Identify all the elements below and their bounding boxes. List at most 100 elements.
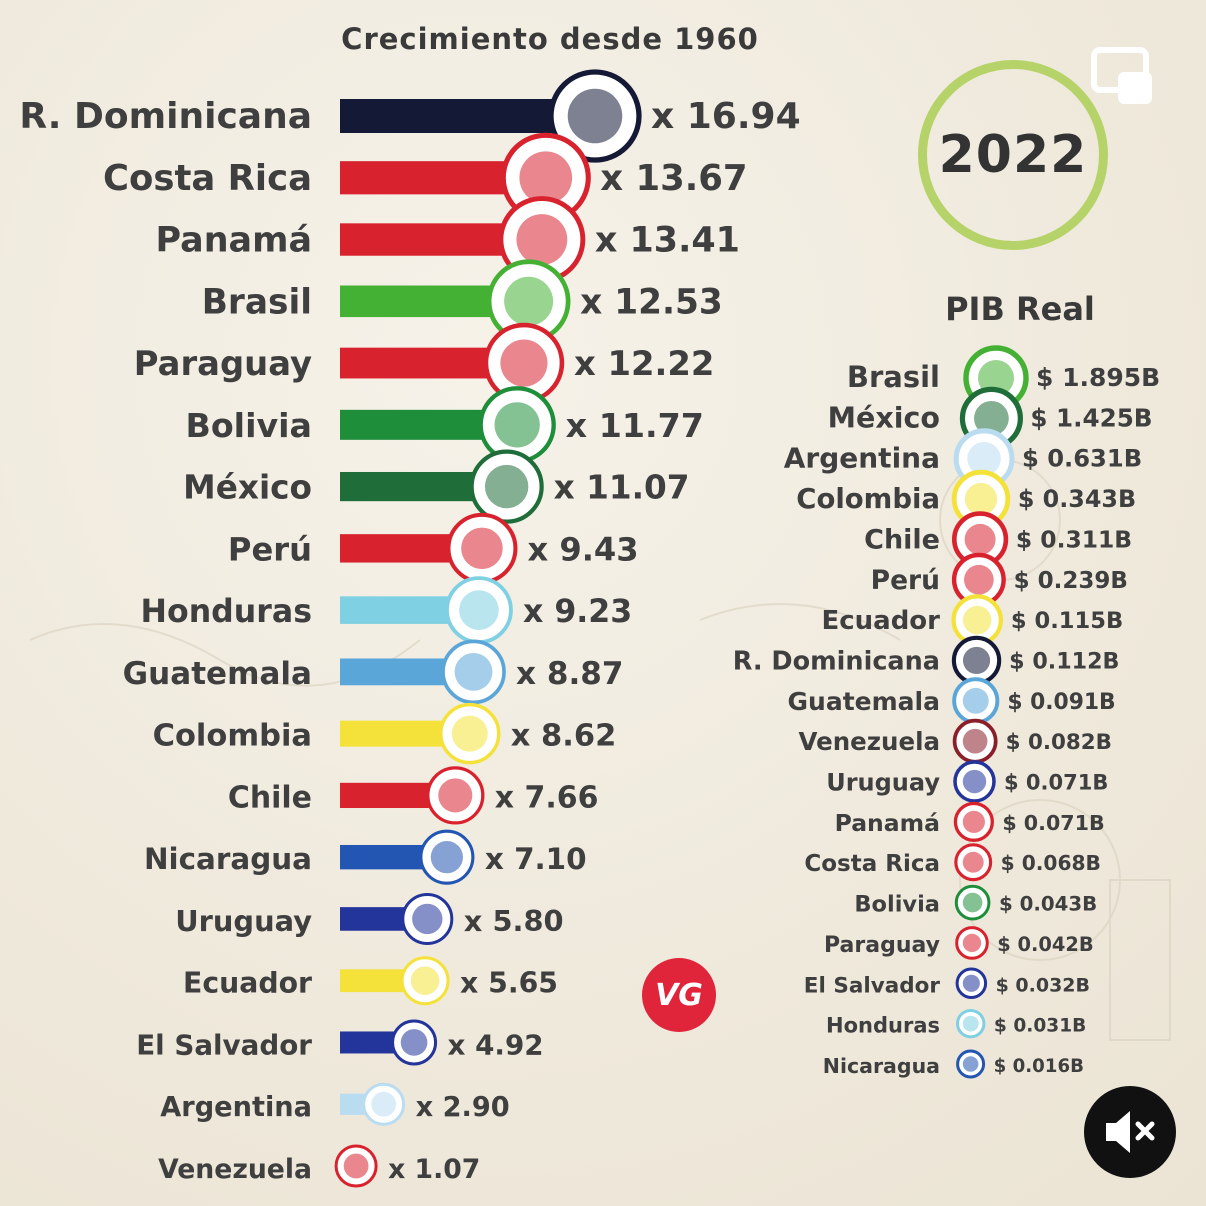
value-label-ecuador: x 5.65 [460,967,558,1000]
year-ring: 2022 [918,60,1108,250]
country-label-guatemala: Guatemala [123,656,312,692]
value-label-venezuela: x 1.07 [388,1154,480,1185]
country-label-argentina: Argentina [160,1092,312,1123]
country-label-r-dominicana: R. Dominicana [19,96,312,137]
value-label-honduras: x 9.23 [523,594,632,630]
country-label-costa-rica: Costa Rica [103,158,312,199]
pib-country-label-chile: Chile [864,524,940,555]
pib-country-label-panama: Panamá [835,809,940,837]
flag-fill-peru [461,527,503,570]
country-label-ecuador: Ecuador [183,967,312,1000]
pib-value-label-ecuador: $ 0.115B [1011,608,1123,634]
country-label-venezuela: Venezuela [158,1154,312,1185]
pib-value-label-chile: $ 0.311B [1016,525,1132,553]
pib-country-label-peru: Perú [871,565,940,596]
value-label-colombia: x 8.62 [511,719,617,754]
pib-country-label-argentina: Argentina [784,442,940,475]
pib-value-label-colombia: $ 0.343B [1018,485,1136,513]
country-label-el-salvador: El Salvador [136,1028,312,1061]
country-label-uruguay: Uruguay [175,904,312,938]
pib-country-label-uruguay: Uruguay [826,769,940,797]
pib-country-label-paraguay: Paraguay [824,933,940,958]
pib-value-label-brasil: $ 1.895B [1036,363,1160,392]
value-label-costa-rica: x 13.67 [600,158,747,199]
value-label-panama: x 13.41 [595,221,740,261]
pib-flag-fill-brasil [978,360,1014,396]
flag-fill-uruguay [412,903,443,935]
pib-value-label-venezuela: $ 0.082B [1006,730,1112,755]
pib-flag-fill-mexico [974,400,1009,436]
pib-flag-fill-argentina [967,441,1001,476]
pib-value-label-r-dominicana: $ 0.112B [1009,648,1119,674]
value-label-paraguay: x 12.22 [574,344,714,383]
value-label-chile: x 7.66 [495,780,599,815]
pib-country-label-brasil: Brasil [847,360,940,394]
country-label-honduras: Honduras [141,594,312,630]
picture-in-picture-icon[interactable] [1090,46,1156,108]
pib-value-label-panama: $ 0.071B [1002,811,1104,835]
pib-title: PIB Real [945,290,1095,328]
flag-fill-mexico [484,464,529,509]
pib-country-label-costa-rica: Costa Rica [804,851,940,877]
year-label: 2022 [938,125,1088,185]
flag-fill-honduras [459,590,499,630]
pib-flag-fill-el-salvador [962,974,980,992]
flag-fill-guatemala [454,652,493,691]
value-label-uruguay: x 5.80 [464,904,564,938]
flag-fill-nicaragua [430,841,463,874]
pib-country-label-el-salvador: El Salvador [804,973,941,998]
flag-fill-brasil [504,276,554,326]
pib-flag-fill-uruguay [962,769,987,794]
value-label-argentina: x 2.90 [416,1092,510,1123]
country-label-paraguay: Paraguay [134,344,312,383]
pib-country-label-mexico: México [828,401,940,434]
value-label-nicaragua: x 7.10 [485,842,587,876]
country-label-nicaragua: Nicaragua [144,842,312,876]
pib-value-label-paraguay: $ 0.042B [997,933,1093,956]
pib-value-label-argentina: $ 0.631B [1022,445,1142,473]
value-label-el-salvador: x 4.92 [448,1028,544,1061]
pib-flag-fill-r-dominicana [962,646,991,675]
country-label-colombia: Colombia [153,719,312,754]
flag-fill-colombia [451,715,488,752]
pib-flag-fill-chile [964,523,996,555]
pib-value-label-mexico: $ 1.425B [1030,403,1152,432]
country-label-brasil: Brasil [202,282,312,322]
pib-country-label-honduras: Honduras [826,1014,940,1038]
flag-fill-venezuela [343,1153,369,1179]
pib-value-label-bolivia: $ 0.043B [999,893,1097,916]
flag-fill-chile [438,778,473,813]
flag-fill-el-salvador [400,1029,428,1056]
flag-fill-bolivia [494,402,540,448]
flag-fill-costa-rica [519,151,573,205]
pib-country-label-bolivia: Bolivia [854,892,940,918]
country-label-chile: Chile [228,780,312,815]
pib-flag-fill-ecuador [962,605,992,635]
pib-flag-fill-peru [964,564,994,595]
pib-value-label-peru: $ 0.239B [1014,568,1128,594]
pib-value-label-uruguay: $ 0.071B [1004,771,1108,795]
country-label-panama: Panamá [156,221,312,261]
pib-country-label-venezuela: Venezuela [798,727,940,756]
pib-flag-fill-bolivia [962,892,983,913]
chart-title: Crecimiento desde 1960 [341,22,759,56]
vg-logo: VG [642,958,716,1032]
value-label-peru: x 9.43 [527,530,638,568]
value-label-mexico: x 11.07 [554,469,690,507]
flag-fill-ecuador [410,966,440,995]
pib-value-label-guatemala: $ 0.091B [1007,690,1115,715]
pib-country-label-nicaragua: Nicaragua [823,1054,940,1078]
pib-value-label-costa-rica: $ 0.068B [1001,851,1101,875]
pib-value-label-honduras: $ 0.031B [994,1016,1086,1037]
pib-flag-fill-paraguay [962,933,982,953]
value-label-brasil: x 12.53 [580,282,723,322]
flag-fill-r-dominicana [567,88,623,144]
pib-country-label-ecuador: Ecuador [821,606,940,636]
mute-button[interactable] [1084,1086,1176,1178]
flag-fill-paraguay [500,339,548,387]
pib-flag-fill-costa-rica [962,851,984,873]
pib-value-label-el-salvador: $ 0.032B [996,974,1090,996]
pib-flag-fill-colombia [964,482,998,516]
flag-fill-panama [516,214,568,265]
